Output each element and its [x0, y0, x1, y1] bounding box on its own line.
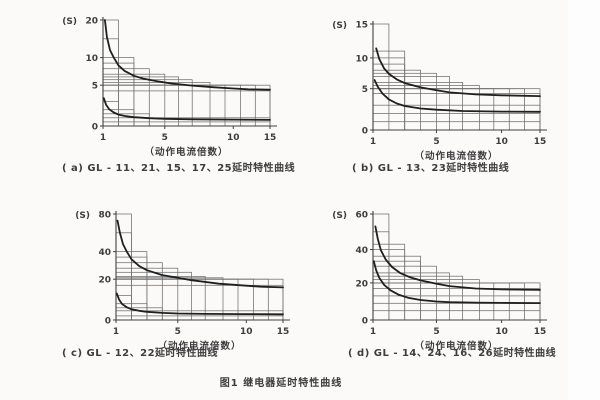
y-tick-label: 0	[362, 127, 368, 137]
tolerance-box-grid	[372, 23, 541, 131]
x-tick-label: 15	[264, 133, 277, 143]
x-axis-title: （动作电流倍数）	[414, 150, 498, 162]
tolerance-box	[372, 23, 390, 131]
chart-caption-d: ( d) GL - 14、24、16、26延时特性曲线	[348, 348, 557, 359]
x-tick-label: 10	[495, 137, 508, 147]
y-tick-label: 20	[355, 279, 368, 289]
x-tick-label: 10	[227, 133, 240, 143]
chart-panel-d: 1 5 10 15 0 20 40 60 (S) （动作电流倍数）	[325, 202, 570, 354]
x-tick-label: 15	[534, 137, 547, 147]
tolerance-box	[372, 302, 541, 321]
lower-limit-curve	[373, 79, 541, 113]
x-axis-title: （动作电流倍数）	[157, 340, 241, 352]
y-tick-label: 80	[98, 211, 111, 221]
chart-caption-c: ( c) GL - 12、22延时特性曲线	[62, 348, 219, 359]
y-tick-label: 20	[98, 276, 111, 286]
y-tick-label: 10	[85, 54, 98, 64]
tolerance-box	[115, 315, 284, 321]
tolerance-box	[372, 310, 541, 321]
y-tick-label: 40	[98, 248, 111, 258]
chart-panel-a: 1 5 10 15 0 5 10 20 (S) （动作电流倍数）	[55, 8, 300, 160]
x-tick-label: 10	[240, 327, 253, 337]
y-tick-label: 20	[85, 17, 98, 27]
chart-panel-b: 1 5 10 15 0 5 10 15 (S) （动作电流倍数）	[325, 12, 570, 164]
tolerance-box	[102, 90, 271, 127]
lower-limit-curve	[372, 260, 541, 304]
y-tick-label: 60	[355, 211, 368, 221]
tolerance-box	[115, 307, 163, 321]
lower-limit-curve	[102, 97, 271, 121]
y-tick-label: 0	[92, 123, 98, 133]
y-tick-label: 40	[355, 246, 368, 256]
y-tick-label: 15	[355, 21, 368, 31]
tolerance-box	[102, 121, 271, 127]
tolerance-box	[115, 310, 284, 321]
y-tick-label: 0	[105, 317, 111, 327]
y-tick-label: 0	[362, 317, 368, 327]
tolerance-box	[372, 121, 541, 131]
tolerance-box-grid	[372, 213, 541, 321]
upper-limit-curve	[375, 47, 541, 97]
upper-limit-curve	[104, 19, 271, 91]
figure-caption: 图1 继电器延时特性曲线	[219, 378, 343, 389]
upper-limit-curve	[374, 225, 541, 291]
chart-panel-c: 1 5 10 15 0 20 40 80 (S) （动作电流倍数）	[68, 202, 313, 354]
x-tick-label: 5	[433, 137, 439, 147]
y-tick-label: 10	[355, 54, 368, 64]
tolerance-box	[372, 295, 541, 321]
y-tick-label: 5	[92, 82, 98, 92]
x-tick-label: 5	[175, 327, 181, 337]
y-axis-unit-label: (S)	[332, 211, 347, 221]
x-tick-label: 1	[100, 133, 106, 143]
y-tick-label: 5	[362, 85, 368, 95]
x-tick-label: 5	[433, 327, 439, 337]
tolerance-box	[372, 82, 463, 131]
x-axis-title: （动作电流倍数）	[414, 340, 498, 352]
chart-caption-b: ( b) GL - 13、23延时特性曲线	[352, 163, 510, 174]
x-tick-label: 5	[162, 133, 168, 143]
x-tick-label: 10	[495, 327, 508, 337]
tolerance-box	[372, 104, 541, 131]
y-axis-unit-label: (S)	[62, 17, 77, 27]
x-tick-label: 15	[277, 327, 290, 337]
upper-limit-curve	[116, 219, 284, 289]
chart-caption-a: ( a) GL - 11、21、15、17、25延时特性曲线	[62, 163, 296, 174]
y-axis-unit-label: (S)	[332, 21, 347, 31]
y-axis-unit-label: (S)	[75, 211, 90, 221]
x-axis-title: （动作电流倍数）	[144, 146, 228, 158]
x-tick-label: 15	[534, 327, 547, 337]
lower-limit-curve	[115, 292, 284, 316]
x-tick-label: 1	[370, 327, 376, 337]
x-tick-label: 1	[113, 327, 119, 337]
page-margin-strip	[568, 0, 600, 400]
x-tick-label: 1	[370, 137, 376, 147]
tolerance-box	[372, 288, 541, 321]
